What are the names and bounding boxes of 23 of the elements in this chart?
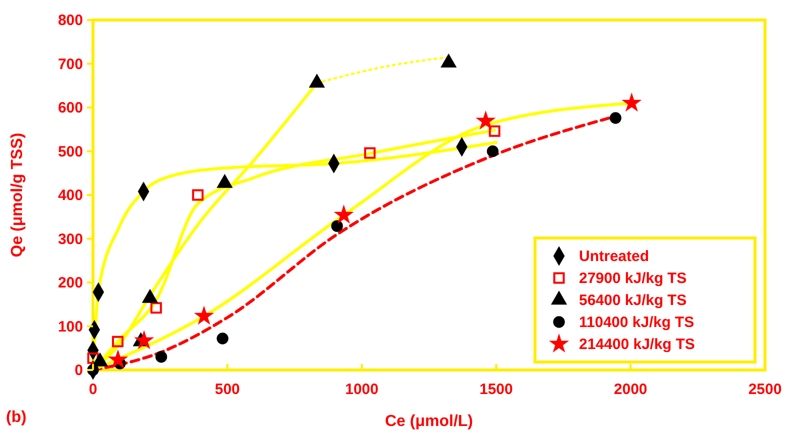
x-tick-label: 1000	[345, 381, 378, 398]
x-axis-title: Ce (μmol/L)	[384, 413, 474, 430]
y-axis-title: Qe (μmol/g TSS)	[9, 132, 26, 258]
y-tick-label: 800	[58, 12, 83, 29]
text: (b)	[6, 409, 26, 426]
y-tick-label: 400	[58, 187, 83, 204]
x-tick-label: 500	[214, 381, 240, 398]
legend-label: 27900 kJ/kg TS	[579, 270, 687, 287]
legend-label: 110400 kJ/kg TS	[579, 314, 694, 331]
y-tick-label: 700	[58, 56, 83, 73]
legend-label: 214400 kJ/kg TS	[579, 336, 695, 353]
y-tick-label: 600	[58, 100, 83, 116]
x-tick-label: 1500	[480, 381, 513, 398]
y-tick-label: 300	[58, 230, 83, 248]
legend-label: 56400 kJ/kg TS	[579, 292, 687, 309]
x-tick-label: 2000	[614, 381, 648, 398]
y-tick-label: 0	[74, 362, 83, 379]
y-tick-label: 200	[58, 274, 83, 292]
y-tick-label: 500	[58, 143, 83, 160]
x-tick-label: 0	[88, 381, 98, 398]
legend-label: Untreated	[579, 248, 650, 265]
y-tick-label: 100	[58, 318, 83, 336]
x-tick-label: 2500	[748, 381, 782, 398]
